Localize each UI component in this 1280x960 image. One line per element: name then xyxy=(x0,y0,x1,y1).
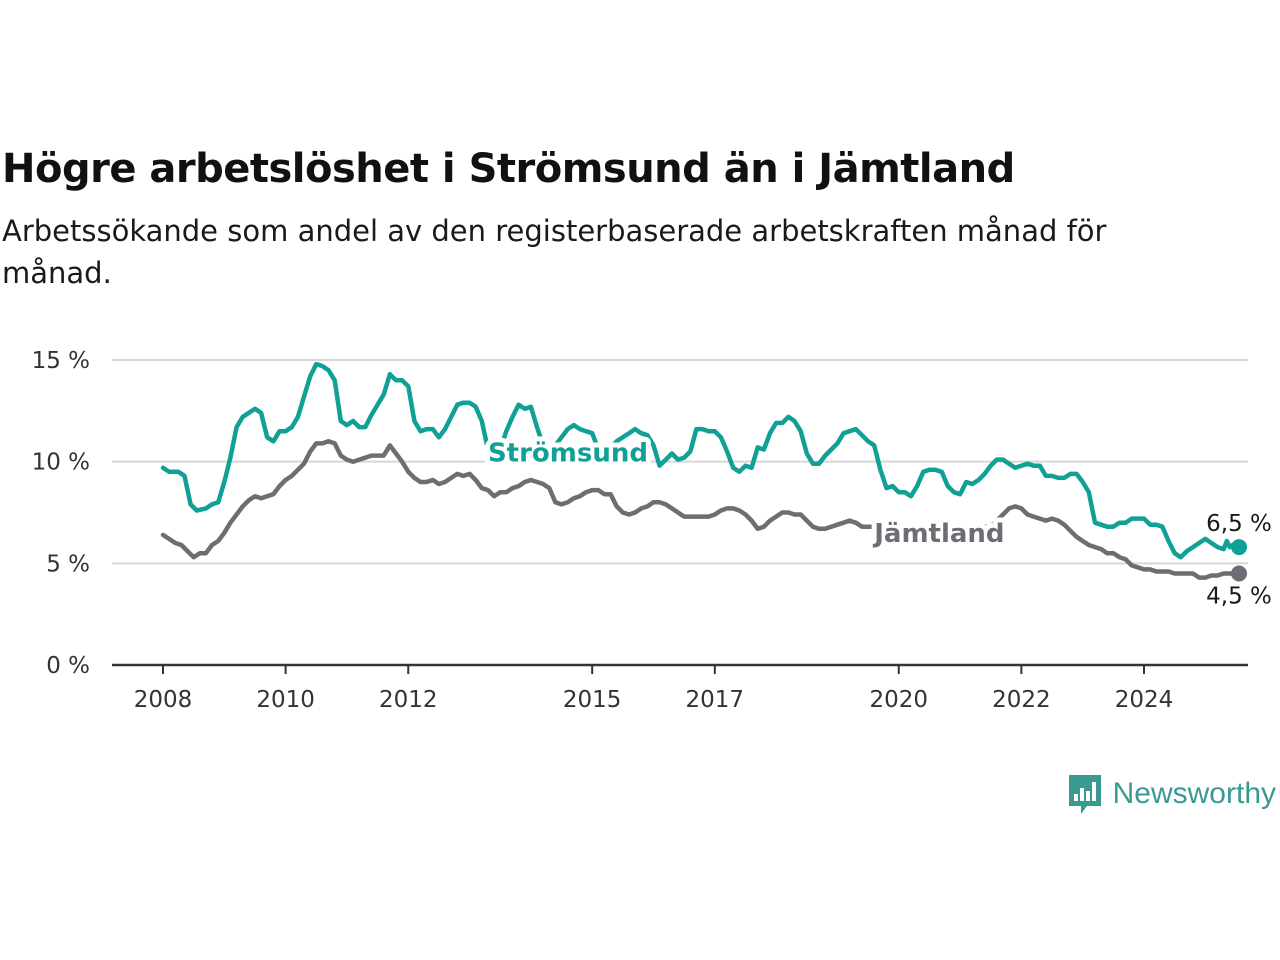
y-tick-label: 10 % xyxy=(32,450,90,476)
x-tick-label: 2008 xyxy=(134,687,193,713)
x-tick-label: 2024 xyxy=(1115,687,1174,713)
brand-name: Newsworthy xyxy=(1112,777,1276,810)
x-tick-label: 2020 xyxy=(869,687,928,713)
series-label-stromsund: Strömsund xyxy=(488,439,648,469)
end-value-label-stromsund: 6,5 % xyxy=(1206,511,1272,537)
y-tick-label: 5 % xyxy=(46,551,90,577)
series-labels: 6,5 %4,5 %StrömsundStrömsundJämtlandJämt… xyxy=(483,434,1272,610)
series-label-jamtland: Jämtland xyxy=(872,519,1004,549)
x-tick-label: 2012 xyxy=(379,687,438,713)
chart-title: Högre arbetslöshet i Strömsund än i Jämt… xyxy=(2,146,1015,192)
series-label-stromsund-halo: Strömsund xyxy=(488,439,648,469)
newsworthy-logo-icon xyxy=(1068,775,1101,814)
series-lines xyxy=(160,361,1242,580)
x-tick-label: 2022 xyxy=(992,687,1051,713)
y-axis-ticks: 0 % 5 % 10 % 15 % xyxy=(32,348,90,679)
chart-subtitle: Arbetssökande som andel av den registerb… xyxy=(2,214,1107,290)
series-line-jamtland xyxy=(160,439,1242,580)
x-tick-label: 2015 xyxy=(563,687,622,713)
end-value-label-jamtland: 4,5 % xyxy=(1206,584,1272,610)
line-chart: 0 %5 %10 %15 % 2008 2010 2012 2015 2017 2020 2… xyxy=(32,348,1272,713)
series-label-jamtland-halo: Jämtland xyxy=(872,519,1004,549)
y-tick-label: 0 % xyxy=(46,653,90,679)
newsworthy-brand[interactable]: Newsworthy xyxy=(1067,772,1276,816)
x-tick-label: 2010 xyxy=(256,687,315,713)
end-dot-jamtland xyxy=(1231,565,1248,582)
end-dot-stromsund xyxy=(1231,539,1248,556)
series-line-stromsund xyxy=(160,361,1242,560)
y-tick-label: 15 % xyxy=(32,348,90,374)
grid-lines xyxy=(112,359,1248,667)
x-tick-label: 2017 xyxy=(686,687,745,713)
x-axis-ticks: 2008 2010 2012 2015 2017 2020 2022 2024 xyxy=(134,665,1174,713)
